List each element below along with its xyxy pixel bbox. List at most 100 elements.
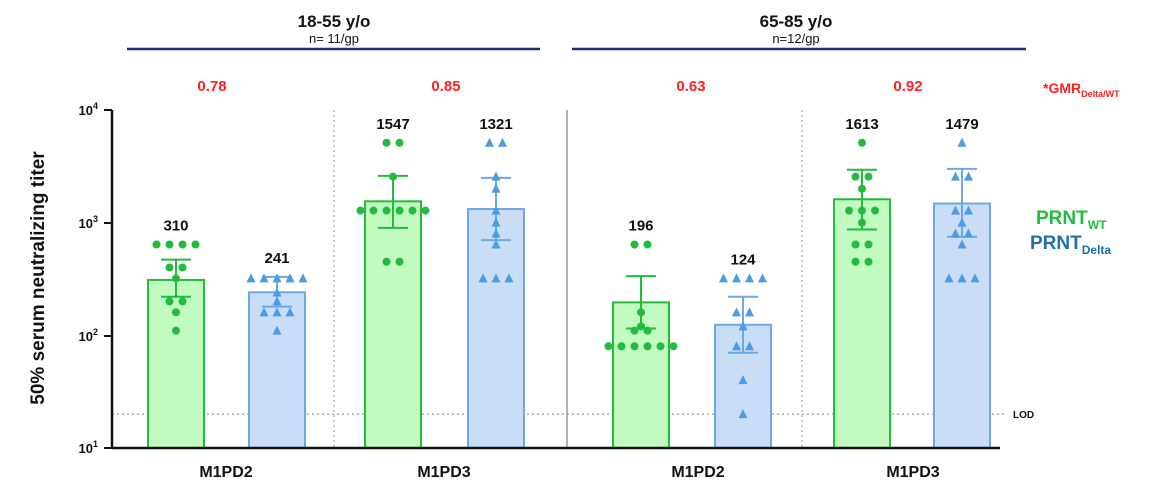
x-category-label-2: M1PD3 bbox=[417, 464, 470, 481]
bar-value-label: 1479 bbox=[945, 116, 978, 133]
x-category-label-4: M1PD3 bbox=[886, 464, 939, 481]
data-point-wt bbox=[172, 308, 180, 317]
age-group-title-1: 18-55 y/o bbox=[298, 12, 371, 31]
data-point-delta bbox=[738, 321, 748, 331]
data-point-delta bbox=[745, 273, 754, 283]
y-tick-exp-10: 1 bbox=[93, 439, 98, 449]
data-point-wt bbox=[408, 206, 417, 215]
gmr-value-3: 0.63 bbox=[676, 78, 705, 95]
data-point-wt bbox=[421, 206, 430, 215]
bar-value-label: 310 bbox=[163, 218, 188, 235]
legend: PRNTWT PRNTDelta bbox=[1030, 208, 1111, 257]
data-point-wt bbox=[871, 206, 879, 215]
data-point-delta bbox=[246, 273, 256, 283]
bar-value-label: 124 bbox=[730, 251, 756, 268]
data-point-wt bbox=[382, 206, 391, 215]
data-point-delta bbox=[964, 171, 973, 181]
data-point-wt bbox=[858, 138, 866, 147]
data-point-wt bbox=[858, 218, 866, 227]
data-point-delta bbox=[491, 217, 501, 227]
data-point-wt bbox=[369, 206, 378, 215]
data-point-delta bbox=[745, 341, 754, 351]
data-point-wt bbox=[172, 326, 180, 335]
data-point-wt bbox=[858, 206, 866, 215]
y-tick-label-100: 102 bbox=[79, 327, 98, 344]
data-point-wt bbox=[630, 326, 639, 335]
data-point-wt bbox=[643, 240, 652, 249]
data-point-delta bbox=[259, 273, 269, 283]
y-tick-label-10000: 104 bbox=[79, 101, 98, 118]
age-group-header-1: 18-55 y/o n= 11/gp bbox=[127, 12, 540, 51]
data-point-delta bbox=[491, 273, 501, 283]
data-point-wt bbox=[617, 342, 626, 351]
y-tick-label-1000: 103 bbox=[79, 214, 98, 231]
bar-value-label: 1547 bbox=[376, 116, 409, 133]
data-point-delta bbox=[491, 228, 501, 238]
data-point-wt bbox=[395, 138, 404, 147]
gmr-label-sub: Delta/WT bbox=[1081, 89, 1120, 99]
data-point-wt bbox=[864, 172, 873, 181]
data-point-wt bbox=[395, 257, 404, 266]
data-point-wt bbox=[630, 240, 639, 249]
age-group-subtitle-1: n= 11/gp bbox=[309, 31, 359, 46]
data-point-delta bbox=[272, 307, 282, 317]
bar-wt-1 bbox=[147, 278, 205, 449]
data-point-delta bbox=[944, 273, 954, 283]
data-point-delta bbox=[951, 205, 960, 215]
data-point-wt bbox=[389, 172, 397, 181]
legend-item-delta: PRNTDelta bbox=[1030, 233, 1111, 257]
gmr-value-1: 0.78 bbox=[197, 78, 226, 95]
gmr-value-4: 0.92 bbox=[893, 78, 922, 95]
data-point-delta bbox=[957, 273, 967, 283]
data-point-wt bbox=[845, 206, 853, 215]
data-point-wt bbox=[858, 184, 866, 193]
y-tick-exp-100: 2 bbox=[93, 327, 98, 337]
data-point-delta bbox=[504, 273, 514, 283]
data-point-delta bbox=[732, 341, 741, 351]
plot-area: 310 1547 196 1613 241 1321 124 1479 bbox=[112, 110, 1005, 450]
lod-label: LOD bbox=[1013, 410, 1034, 421]
data-point-wt bbox=[356, 206, 365, 215]
data-point-delta bbox=[298, 273, 308, 283]
data-point-wt bbox=[851, 172, 860, 181]
data-point-delta bbox=[272, 325, 282, 335]
legend-wt-sub: WT bbox=[1088, 218, 1107, 232]
age-group-header-2: 65-85 y/o n=12/gp bbox=[572, 12, 1026, 51]
y-tick-exp-10000: 4 bbox=[93, 101, 98, 111]
data-point-wt bbox=[382, 257, 391, 266]
y-tick-base-100: 10 bbox=[79, 329, 93, 344]
data-point-delta bbox=[732, 273, 741, 283]
data-point-delta bbox=[272, 296, 282, 306]
data-point-wt bbox=[191, 240, 200, 249]
data-point-wt bbox=[637, 308, 645, 317]
data-point-wt bbox=[851, 257, 860, 266]
bar-value-label: 1613 bbox=[845, 116, 878, 133]
data-point-delta bbox=[957, 217, 967, 227]
data-point-delta bbox=[970, 273, 980, 283]
bar-value-label: 241 bbox=[264, 250, 289, 267]
data-point-wt bbox=[395, 206, 404, 215]
y-tick-base-10000: 10 bbox=[79, 103, 93, 118]
data-point-delta bbox=[951, 171, 960, 181]
bar-wt-2 bbox=[364, 200, 422, 449]
data-point-delta bbox=[745, 307, 754, 317]
data-point-wt bbox=[178, 240, 187, 249]
bar-wt-4 bbox=[833, 198, 891, 449]
data-point-wt bbox=[152, 240, 161, 249]
data-point-delta bbox=[272, 287, 282, 297]
y-tick-base-10: 10 bbox=[79, 441, 93, 456]
bar-value-label: 1321 bbox=[479, 116, 512, 133]
data-point-delta bbox=[738, 375, 748, 385]
data-point-wt bbox=[165, 240, 174, 249]
data-point-wt bbox=[178, 263, 187, 272]
data-point-wt bbox=[851, 240, 860, 249]
data-point-delta bbox=[478, 273, 488, 283]
data-point-delta bbox=[732, 307, 741, 317]
data-point-wt bbox=[178, 297, 187, 306]
data-point-wt bbox=[656, 342, 665, 351]
data-point-wt bbox=[630, 342, 639, 351]
legend-item-wt: PRNTWT bbox=[1036, 208, 1107, 232]
data-point-wt bbox=[172, 274, 180, 283]
data-point-delta bbox=[491, 183, 501, 193]
age-group-subtitle-2: n=12/gp bbox=[772, 31, 819, 46]
